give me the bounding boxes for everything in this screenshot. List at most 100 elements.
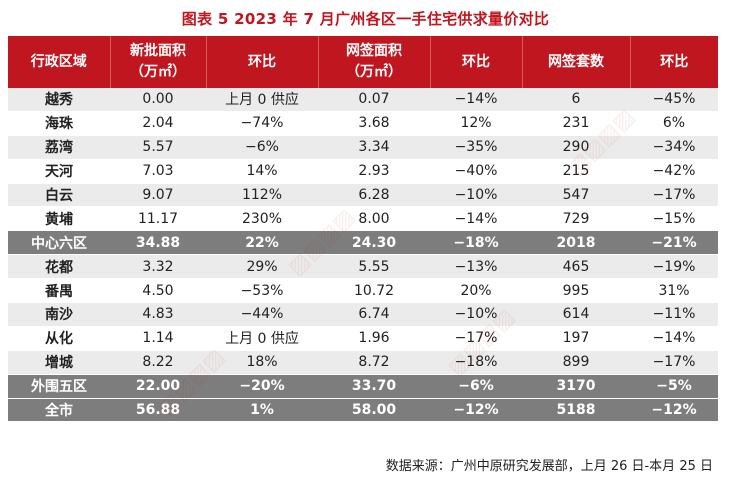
signed-units-cell: 231 bbox=[522, 111, 630, 136]
signed-area-cell: 8.72 bbox=[318, 350, 430, 375]
header-mom-signed-area: 环比 bbox=[430, 36, 523, 88]
mom-signed-area-cell: −40% bbox=[430, 159, 522, 184]
mom-new-area-cell: 14% bbox=[206, 159, 318, 184]
mom-signed-area-cell: −35% bbox=[430, 135, 522, 160]
mom-signed-units-cell: −45% bbox=[630, 88, 718, 112]
mom-signed-units-cell: −17% bbox=[630, 350, 718, 375]
signed-units-cell: 5188 bbox=[522, 398, 630, 423]
district-cell: 全市 bbox=[8, 398, 110, 423]
header-new-area-unit: （万㎡） bbox=[130, 64, 186, 80]
mom-signed-area-cell: −12% bbox=[430, 398, 522, 423]
district-cell: 天河 bbox=[8, 159, 110, 184]
signed-area-cell: 3.68 bbox=[318, 111, 430, 136]
new-area-cell: 7.03 bbox=[110, 159, 206, 184]
mom-signed-area-cell: −17% bbox=[430, 326, 522, 351]
mom-signed-units-cell: −11% bbox=[630, 302, 718, 327]
signed-units-cell: 614 bbox=[522, 302, 630, 327]
new-area-cell: 5.57 bbox=[110, 135, 206, 160]
district-cell: 中心六区 bbox=[8, 230, 110, 256]
signed-area-cell: 1.96 bbox=[318, 326, 430, 351]
district-cell: 越秀 bbox=[8, 88, 110, 112]
mom-signed-units-cell: −17% bbox=[630, 183, 718, 208]
signed-units-cell: 899 bbox=[522, 350, 630, 375]
mom-signed-units-cell: −19% bbox=[630, 254, 718, 280]
supply-demand-table: 行政区域 新批面积 （万㎡） 环比 网签面积 （万㎡） 环比 网签套数 环比 越… bbox=[8, 36, 718, 423]
header-new-area-label: 新批面积 bbox=[130, 43, 186, 59]
mom-signed-units-cell: −5% bbox=[630, 374, 718, 399]
header-signed-area: 网签面积 （万㎡） bbox=[318, 36, 431, 88]
table-row: 荔湾 5.57 −6% 3.34 −35% 290 −34% bbox=[8, 135, 718, 160]
district-cell: 黄埔 bbox=[8, 206, 110, 232]
signed-area-cell: 3.34 bbox=[318, 135, 430, 160]
table-row: 白云 9.07 112% 6.28 −10% 547 −17% bbox=[8, 183, 718, 208]
header-signed-area-unit: （万㎡） bbox=[346, 64, 402, 80]
mom-signed-area-cell: −13% bbox=[430, 254, 522, 280]
mom-new-area-cell: −6% bbox=[206, 135, 318, 160]
mom-signed-area-cell: −14% bbox=[430, 206, 522, 232]
district-cell: 荔湾 bbox=[8, 135, 110, 160]
mom-signed-area-cell: −14% bbox=[430, 88, 522, 112]
table-row: 番禺 4.50 −53% 10.72 20% 995 31% bbox=[8, 278, 718, 304]
mom-new-area-cell: −74% bbox=[206, 111, 318, 136]
district-cell: 番禺 bbox=[8, 278, 110, 304]
mom-signed-area-cell: −18% bbox=[430, 230, 522, 256]
table-row: 黄埔 11.17 230% 8.00 −14% 729 −15% bbox=[8, 206, 718, 232]
summary-row: 外围五区 22.00 −20% 33.70 −6% 3170 −5% bbox=[8, 374, 718, 399]
mom-new-area-cell: 112% bbox=[206, 183, 318, 208]
table-row: 从化 1.14 上月 0 供应 1.96 −17% 197 −14% bbox=[8, 326, 718, 351]
mom-signed-area-cell: 20% bbox=[430, 278, 522, 304]
signed-units-cell: 290 bbox=[522, 135, 630, 160]
signed-area-cell: 24.30 bbox=[318, 230, 430, 256]
header-district: 行政区域 bbox=[8, 36, 111, 88]
new-area-cell: 0.00 bbox=[110, 88, 206, 112]
mom-new-area-cell: 上月 0 供应 bbox=[206, 326, 318, 351]
mom-new-area-cell: 1% bbox=[206, 398, 318, 423]
new-area-cell: 2.04 bbox=[110, 111, 206, 136]
mom-new-area-cell: 18% bbox=[206, 350, 318, 375]
mom-signed-area-cell: −10% bbox=[430, 183, 522, 208]
summary-row: 中心六区 34.88 22% 24.30 −18% 2018 −21% bbox=[8, 230, 718, 256]
district-cell: 白云 bbox=[8, 183, 110, 208]
signed-units-cell: 547 bbox=[522, 183, 630, 208]
table-row: 海珠 2.04 −74% 3.68 12% 231 6% bbox=[8, 111, 718, 136]
mom-signed-units-cell: −42% bbox=[630, 159, 718, 184]
signed-area-cell: 5.55 bbox=[318, 254, 430, 280]
new-area-cell: 1.14 bbox=[110, 326, 206, 351]
signed-units-cell: 197 bbox=[522, 326, 630, 351]
mom-signed-units-cell: 31% bbox=[630, 278, 718, 304]
table-body: 越秀 0.00 上月 0 供应 0.07 −14% 6 −45% 海珠 2.04 −74% 3.68… bbox=[8, 88, 718, 423]
new-area-cell: 8.22 bbox=[110, 350, 206, 375]
table-title: 图表 5 2023 年 7 月广州各区一手住宅供求量价对比 bbox=[181, 10, 550, 28]
source-note: 数据来源：广州中原研究发展部，上月 26 日-本月 25 日 bbox=[385, 459, 713, 474]
signed-units-cell: 215 bbox=[522, 159, 630, 184]
mom-signed-units-cell: −21% bbox=[630, 230, 718, 256]
district-cell: 外围五区 bbox=[8, 374, 110, 399]
new-area-cell: 22.00 bbox=[110, 374, 206, 399]
header-signed-units: 网签套数 bbox=[522, 36, 631, 88]
district-cell: 南沙 bbox=[8, 302, 110, 327]
header-signed-area-label: 网签面积 bbox=[346, 43, 402, 59]
mom-signed-units-cell: −34% bbox=[630, 135, 718, 160]
table-row: 增城 8.22 18% 8.72 −18% 899 −17% bbox=[8, 350, 718, 375]
header-new-area: 新批面积 （万㎡） bbox=[110, 36, 207, 88]
signed-area-cell: 6.74 bbox=[318, 302, 430, 327]
signed-units-cell: 995 bbox=[522, 278, 630, 304]
signed-units-cell: 2018 bbox=[522, 230, 630, 256]
signed-area-cell: 8.00 bbox=[318, 206, 430, 232]
district-cell: 从化 bbox=[8, 326, 110, 351]
mom-new-area-cell: −53% bbox=[206, 278, 318, 304]
mom-new-area-cell: 上月 0 供应 bbox=[206, 88, 318, 112]
signed-area-cell: 58.00 bbox=[318, 398, 430, 423]
signed-units-cell: 729 bbox=[522, 206, 630, 232]
signed-area-cell: 10.72 bbox=[318, 278, 430, 304]
new-area-cell: 4.83 bbox=[110, 302, 206, 327]
table-row: 花都 3.32 29% 5.55 −13% 465 −19% bbox=[8, 254, 718, 280]
header-row: 行政区域 新批面积 （万㎡） 环比 网签面积 （万㎡） 环比 网签套数 环比 bbox=[8, 36, 718, 88]
table-row: 越秀 0.00 上月 0 供应 0.07 −14% 6 −45% bbox=[8, 88, 718, 112]
new-area-cell: 9.07 bbox=[110, 183, 206, 208]
signed-area-cell: 2.93 bbox=[318, 159, 430, 184]
mom-signed-units-cell: −14% bbox=[630, 326, 718, 351]
mom-signed-area-cell: −10% bbox=[430, 302, 522, 327]
table-row: 天河 7.03 14% 2.93 −40% 215 −42% bbox=[8, 159, 718, 184]
mom-signed-area-cell: −18% bbox=[430, 350, 522, 375]
